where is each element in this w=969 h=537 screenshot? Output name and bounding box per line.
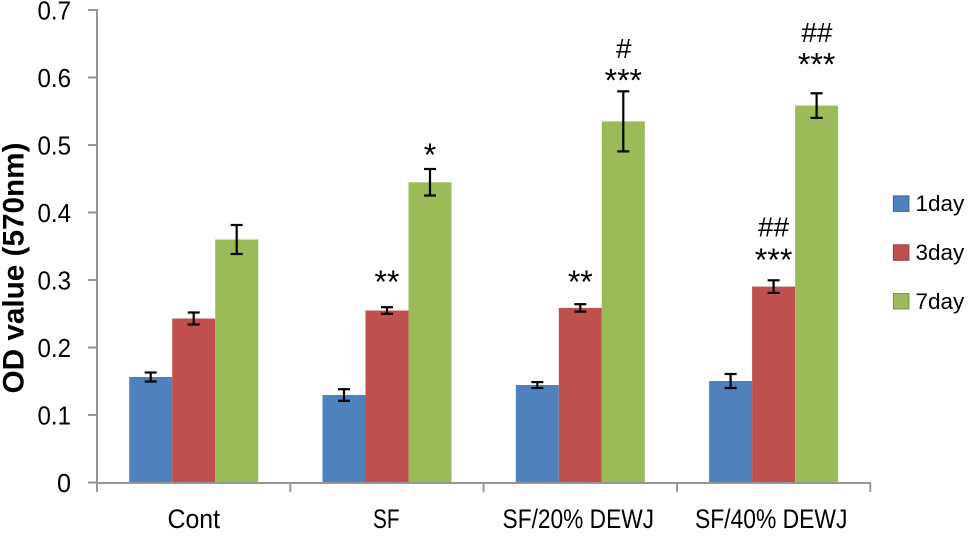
svg-text:SF: SF [373, 504, 400, 532]
svg-text:0.3: 0.3 [38, 267, 72, 295]
svg-text:OD value (570nm): OD value (570nm) [0, 143, 31, 394]
svg-text:0: 0 [57, 470, 71, 498]
svg-text:0.5: 0.5 [38, 132, 72, 160]
svg-text:0.7: 0.7 [38, 0, 72, 25]
svg-text:SF/20% DEWJ: SF/20% DEWJ [503, 504, 655, 532]
svg-text:##: ## [801, 17, 833, 48]
svg-text:#: # [616, 33, 632, 64]
svg-text:0.4: 0.4 [38, 200, 72, 228]
svg-text:SF/40% DEWJ: SF/40% DEWJ [695, 504, 848, 532]
svg-text:3day: 3day [916, 240, 966, 265]
svg-text:***: *** [755, 242, 792, 278]
svg-text:**: ** [568, 264, 593, 300]
svg-text:##: ## [758, 212, 790, 243]
svg-text:1day: 1day [916, 191, 966, 216]
svg-text:0.1: 0.1 [38, 402, 72, 430]
svg-text:*: * [424, 137, 436, 173]
svg-text:**: ** [375, 264, 400, 300]
svg-text:0.6: 0.6 [38, 65, 72, 93]
svg-text:0.2: 0.2 [38, 335, 72, 363]
svg-text:7day: 7day [916, 289, 966, 314]
svg-text:Cont: Cont [168, 504, 221, 532]
svg-text:***: *** [605, 62, 642, 98]
svg-text:***: *** [798, 46, 835, 82]
